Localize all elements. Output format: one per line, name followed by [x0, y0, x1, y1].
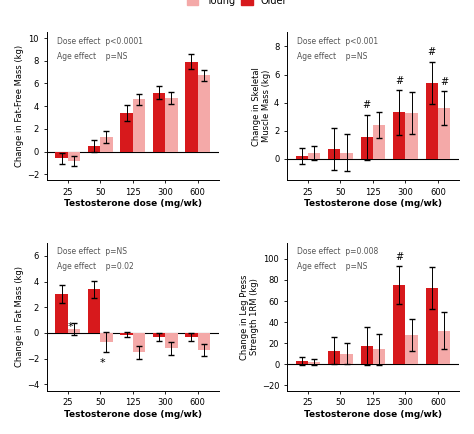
X-axis label: Testosterone dose (mg/wk): Testosterone dose (mg/wk) — [64, 199, 202, 208]
Bar — [100, 333, 113, 342]
Bar — [308, 362, 320, 364]
Y-axis label: Change in Leg Press
Strength 1RM (kg): Change in Leg Press Strength 1RM (kg) — [239, 274, 259, 359]
Bar — [68, 329, 80, 333]
Bar — [393, 112, 405, 159]
Text: #: # — [440, 77, 448, 87]
Bar — [88, 146, 100, 151]
Bar — [153, 92, 165, 151]
Bar — [185, 62, 198, 151]
Bar — [405, 335, 418, 364]
Bar — [198, 333, 210, 350]
Y-axis label: Change in Skeletal
Muscle Mass (kg): Change in Skeletal Muscle Mass (kg) — [252, 67, 271, 145]
Text: Dose effect  p=0.008: Dose effect p=0.008 — [297, 247, 378, 256]
Bar — [328, 149, 340, 159]
Bar — [120, 113, 133, 151]
Bar — [328, 351, 340, 364]
Bar — [198, 76, 210, 151]
Text: #: # — [395, 252, 403, 262]
Bar — [165, 333, 178, 348]
Y-axis label: Change in Fat-Free Mass (kg): Change in Fat-Free Mass (kg) — [15, 45, 24, 167]
Text: Dose effect  p<0.001: Dose effect p<0.001 — [297, 37, 378, 46]
X-axis label: Testosterone dose (mg/wk): Testosterone dose (mg/wk) — [304, 410, 442, 419]
Bar — [340, 354, 353, 364]
Bar — [133, 99, 145, 151]
Bar — [373, 125, 385, 159]
Bar — [426, 288, 438, 364]
Bar — [405, 113, 418, 159]
Text: Age effect    p=NS: Age effect p=NS — [297, 52, 368, 60]
Bar — [88, 289, 100, 333]
Bar — [393, 285, 405, 364]
Y-axis label: Change in Fat Mass (kg): Change in Fat Mass (kg) — [15, 266, 24, 367]
Bar — [55, 294, 68, 333]
Bar — [361, 346, 373, 364]
Text: Dose effect  p=NS: Dose effect p=NS — [57, 247, 127, 256]
Text: Age effect    p=0.02: Age effect p=0.02 — [57, 262, 134, 271]
Bar — [438, 108, 450, 159]
Bar — [120, 333, 133, 335]
Bar — [153, 333, 165, 337]
Bar — [165, 98, 178, 151]
Bar — [68, 151, 80, 161]
Text: Age effect    p=NS: Age effect p=NS — [57, 52, 128, 60]
Bar — [296, 361, 308, 364]
Text: Age effect    p=NS: Age effect p=NS — [297, 262, 368, 271]
Legend: Young, Older: Young, Older — [187, 0, 287, 6]
Bar — [100, 137, 113, 151]
Bar — [438, 331, 450, 364]
X-axis label: Testosterone dose (mg/wk): Testosterone dose (mg/wk) — [304, 199, 442, 208]
Bar — [308, 153, 320, 159]
Text: *: * — [100, 358, 106, 368]
Bar — [340, 152, 353, 159]
Bar — [373, 349, 385, 364]
Bar — [296, 156, 308, 159]
X-axis label: Testosterone dose (mg/wk): Testosterone dose (mg/wk) — [64, 410, 202, 419]
Bar — [426, 83, 438, 159]
Text: Dose effect  p<0.0001: Dose effect p<0.0001 — [57, 37, 143, 46]
Bar — [55, 151, 68, 158]
Text: *: * — [67, 322, 73, 332]
Text: #: # — [395, 76, 403, 85]
Bar — [361, 137, 373, 159]
Text: #: # — [363, 100, 371, 110]
Bar — [133, 333, 145, 352]
Text: #: # — [428, 47, 436, 57]
Bar — [185, 333, 198, 337]
